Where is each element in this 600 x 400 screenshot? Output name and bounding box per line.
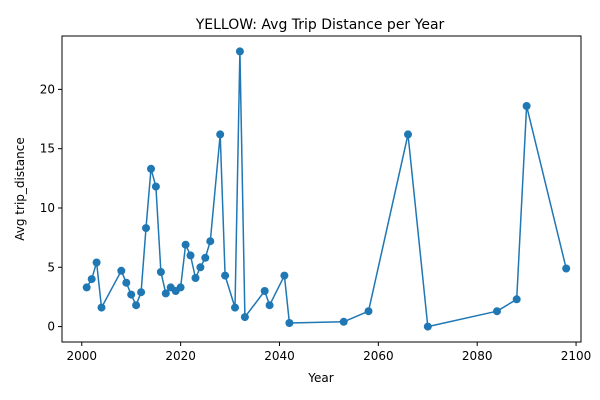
y-tick-label: 15	[40, 142, 55, 156]
data-point	[142, 224, 150, 233]
data-point	[82, 283, 91, 292]
data-point	[147, 164, 155, 173]
data-point	[285, 319, 294, 327]
data-point	[493, 307, 501, 316]
data-point	[280, 271, 289, 280]
data-point	[231, 303, 239, 312]
y-axis-label: Avg trip_distance	[13, 137, 27, 240]
data-point	[201, 253, 210, 262]
y-tick-label: 20	[40, 82, 55, 96]
data-point	[176, 283, 185, 292]
chart-title: YELLOW: Avg Trip Distance per Year	[195, 17, 445, 33]
plot-frame	[61, 35, 582, 343]
x-tick-label: 2060	[363, 349, 394, 363]
data-point	[97, 303, 106, 312]
data-point	[562, 264, 571, 273]
data-point	[191, 274, 200, 282]
data-point	[260, 287, 269, 295]
data-point	[265, 301, 274, 310]
x-axis: 2000 2020 2040 2060 2080 2100	[66, 342, 591, 363]
x-axis-label: Year	[307, 371, 333, 385]
data-point	[404, 130, 412, 139]
x-tick-label: 2100	[561, 349, 592, 363]
data-point	[512, 295, 521, 304]
data-point	[137, 288, 146, 297]
x-tick-label: 2080	[462, 349, 493, 363]
data-point	[240, 313, 249, 322]
data-point	[364, 307, 373, 316]
series-line	[86, 50, 567, 328]
data-point	[156, 268, 165, 276]
data-point	[186, 251, 195, 260]
y-axis: 0 5 10 15 20	[40, 82, 62, 334]
data-point	[522, 102, 531, 110]
data-point	[151, 182, 160, 191]
x-tick-label: 2040	[264, 349, 295, 363]
data-point	[206, 237, 215, 246]
data-point	[196, 263, 205, 272]
data-point	[117, 266, 126, 275]
data-point	[423, 322, 432, 331]
data-point	[216, 130, 225, 139]
x-tick-label: 2020	[165, 349, 196, 363]
plot-marks	[82, 47, 571, 331]
data-point	[132, 301, 141, 310]
y-tick-label: 5	[47, 260, 55, 274]
data-point	[339, 317, 348, 326]
data-point	[221, 271, 230, 280]
data-point	[235, 47, 244, 56]
data-point	[92, 258, 101, 267]
x-tick-label: 2000	[66, 349, 97, 363]
data-point	[87, 275, 96, 284]
y-tick-label: 10	[40, 201, 55, 215]
data-point	[181, 240, 190, 249]
y-tick-label: 0	[47, 320, 55, 334]
data-point	[122, 278, 131, 287]
data-point	[161, 289, 170, 298]
data-point	[127, 290, 136, 299]
